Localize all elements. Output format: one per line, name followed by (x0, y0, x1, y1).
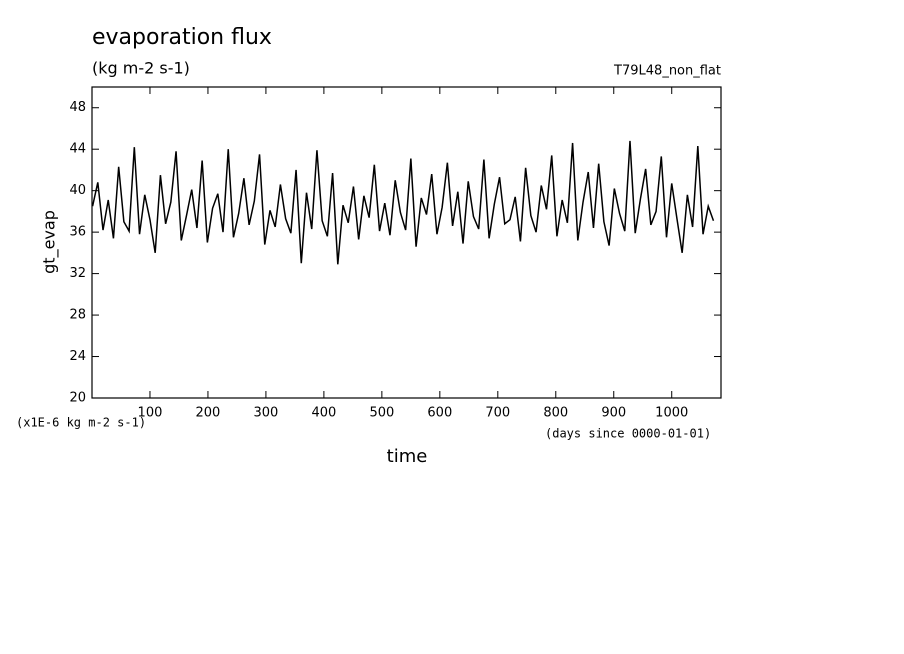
x-tick-label: 200 (196, 406, 221, 421)
y-tick-label: 28 (69, 308, 86, 323)
y-axis-label: gt_evap (40, 210, 60, 274)
x-tick-label: 700 (485, 406, 510, 421)
y-tick-label: 40 (69, 183, 86, 198)
annotation: T79L48_non_flat (613, 64, 721, 79)
x-unit-note: (days since 0000-01-01) (545, 427, 711, 441)
y-tick-label: 20 (69, 391, 86, 406)
x-tick-label: 500 (369, 406, 394, 421)
chart-subtitle: (kg m-2 s-1) (92, 59, 190, 78)
x-tick-label: 400 (311, 406, 336, 421)
y-unit-note: (x1E-6 kg m-2 s-1) (16, 416, 146, 430)
data-line (91, 140, 715, 265)
x-tick-label: 1000 (655, 406, 688, 421)
chart-title: evaporation flux (92, 25, 272, 50)
plot-frame (91, 86, 722, 399)
x-tick-label: 800 (543, 406, 568, 421)
x-axis-label: time (387, 446, 428, 467)
x-tick-label: 900 (601, 406, 626, 421)
y-tick-label: 24 (69, 349, 86, 364)
x-tick-label: 100 (138, 406, 163, 421)
y-tick-label: 32 (69, 266, 86, 281)
x-tick-label: 600 (427, 406, 452, 421)
x-tick-label: 300 (254, 406, 279, 421)
y-tick-label: 48 (69, 100, 86, 115)
y-tick-label: 36 (69, 225, 86, 240)
y-tick-label: 44 (69, 142, 86, 157)
